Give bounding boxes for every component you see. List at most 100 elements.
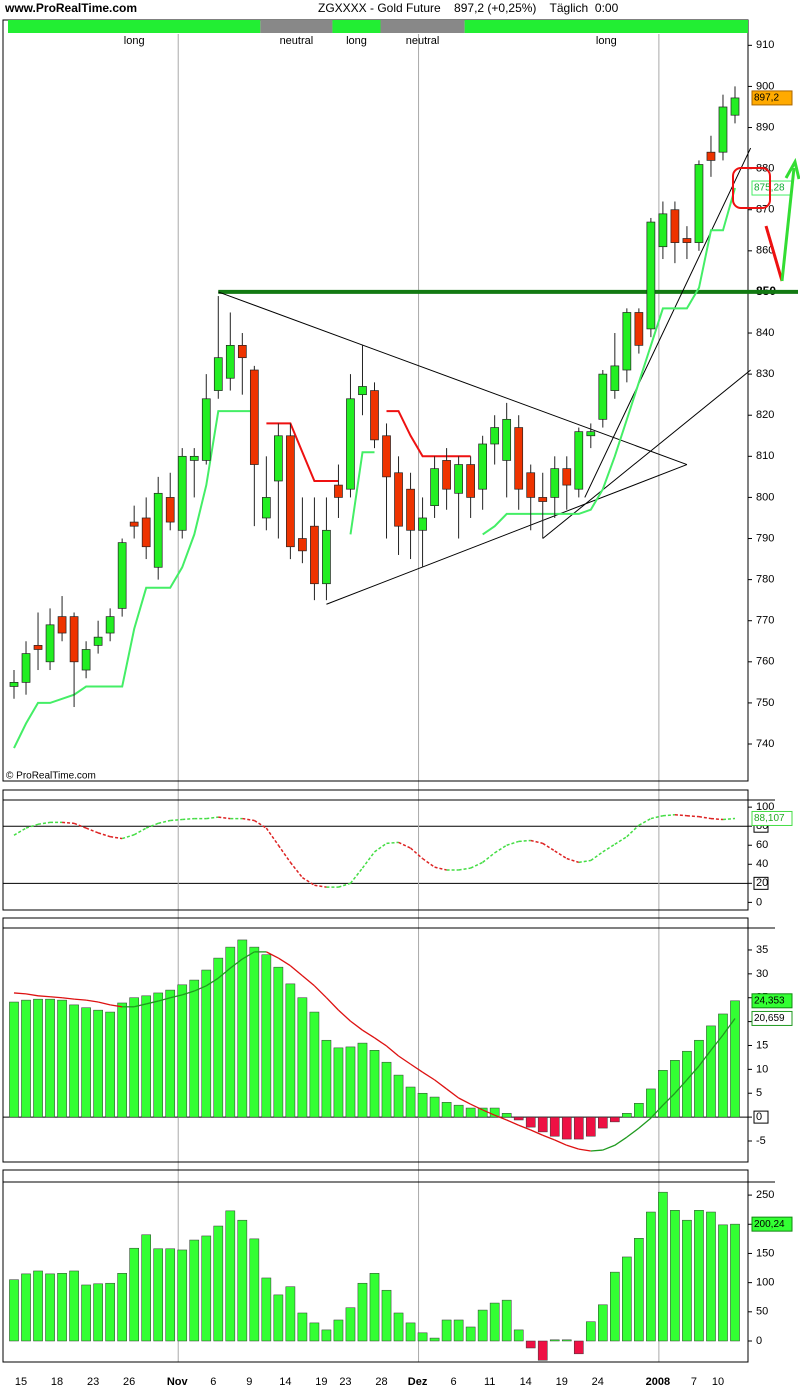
candle-body <box>430 468 439 506</box>
line-segment <box>566 857 580 864</box>
bar <box>585 1321 596 1342</box>
x-tick-label: 23 <box>87 1376 99 1388</box>
x-tick-label: 10 <box>712 1376 724 1388</box>
line-segment <box>578 1148 591 1152</box>
candle-body <box>57 616 67 634</box>
line-segment <box>74 998 87 1001</box>
candle-body <box>526 472 536 498</box>
line-segment <box>722 1018 736 1036</box>
bar <box>105 1282 115 1342</box>
bar <box>477 1309 488 1342</box>
x-tick-label: 19 <box>315 1376 327 1388</box>
x-tick-label: 24 <box>592 1376 604 1388</box>
bar <box>153 1248 164 1342</box>
line-segment <box>170 818 183 822</box>
bar <box>225 1210 236 1342</box>
candle-body <box>165 497 175 523</box>
bar <box>573 1340 584 1355</box>
bar <box>670 1210 680 1342</box>
bar <box>321 1329 332 1342</box>
bar <box>33 1270 43 1342</box>
line-segment <box>458 867 471 871</box>
regime-label: long <box>124 35 145 47</box>
line-segment <box>722 817 736 821</box>
bar <box>45 998 55 1118</box>
line-segment <box>350 1020 363 1031</box>
line-segment <box>338 882 351 888</box>
regime-bar <box>380 20 465 33</box>
line-segment <box>686 1065 700 1081</box>
y-tick-label: 50 <box>756 1306 768 1318</box>
marks-layer: long neutral long neutral long875,28897,288,… <box>7 20 798 1361</box>
bar <box>33 998 43 1118</box>
y-tick-label: 860 <box>756 245 774 257</box>
bar <box>489 1302 500 1342</box>
source: www.ProRealTime.com <box>4 1 137 15</box>
bar <box>333 1047 344 1118</box>
candle-body <box>225 345 235 379</box>
bar <box>81 1284 91 1342</box>
candle-body <box>418 517 427 531</box>
candle-body <box>406 488 415 531</box>
line-segment <box>650 1104 664 1119</box>
y-tick-label: 870 <box>756 204 774 216</box>
panel-frame <box>2 789 749 911</box>
candle-body <box>117 542 127 609</box>
x-tick-label: 23 <box>339 1376 351 1388</box>
line-segment <box>361 851 376 869</box>
x-tick-label: 15 <box>15 1376 27 1388</box>
line-segment <box>710 1034 724 1051</box>
y-tick-label: 910 <box>756 39 774 51</box>
candle-body <box>718 106 728 153</box>
line-segment <box>410 847 424 860</box>
y-tick-label: 250 <box>756 1189 774 1201</box>
regime-label: neutral <box>280 35 314 47</box>
line-segment <box>278 957 291 967</box>
bar <box>634 1103 644 1118</box>
line-segment <box>602 843 616 853</box>
line-segment <box>49 996 63 999</box>
bar <box>706 1211 716 1342</box>
line-segment <box>158 997 171 1002</box>
line-segment <box>314 884 327 888</box>
y-tick-label: 890 <box>756 121 774 133</box>
line-segment <box>349 867 364 884</box>
value-tag: 200,24 <box>754 1219 785 1230</box>
bar <box>393 1074 404 1118</box>
y-tick-label: 760 <box>756 656 774 668</box>
candle-body <box>346 398 355 490</box>
line-segment <box>158 819 171 825</box>
bar <box>381 1061 392 1118</box>
line-segment <box>218 816 231 820</box>
value-tag-box <box>751 90 793 106</box>
y-tick-label: 800 <box>756 491 774 503</box>
bar <box>273 966 284 1118</box>
line-segment <box>97 832 111 838</box>
candle-body <box>682 238 692 243</box>
bar <box>189 979 200 1118</box>
bar <box>249 946 260 1118</box>
line-segment <box>398 1055 411 1065</box>
line-segment <box>578 859 591 864</box>
line-segment <box>482 852 496 863</box>
bar <box>165 1248 176 1342</box>
line-segment <box>61 997 75 1000</box>
line-segment <box>638 1117 652 1129</box>
bar <box>694 1039 704 1118</box>
line-segment <box>470 1103 483 1111</box>
bar <box>261 1277 272 1342</box>
bar <box>9 1001 19 1118</box>
bar <box>646 1211 656 1342</box>
y-tick-label: 150 <box>756 1247 774 1259</box>
regime-label: neutral <box>406 35 440 47</box>
line-segment <box>410 1063 423 1073</box>
candle-body <box>706 151 716 161</box>
line-segment <box>686 814 700 818</box>
bar <box>45 1273 55 1342</box>
line-segment <box>590 1149 603 1152</box>
x-tick-label: 11 <box>484 1376 495 1388</box>
line-segment <box>313 985 327 999</box>
candle-body <box>634 312 644 346</box>
line-segment <box>518 839 531 843</box>
bar <box>634 1238 644 1342</box>
